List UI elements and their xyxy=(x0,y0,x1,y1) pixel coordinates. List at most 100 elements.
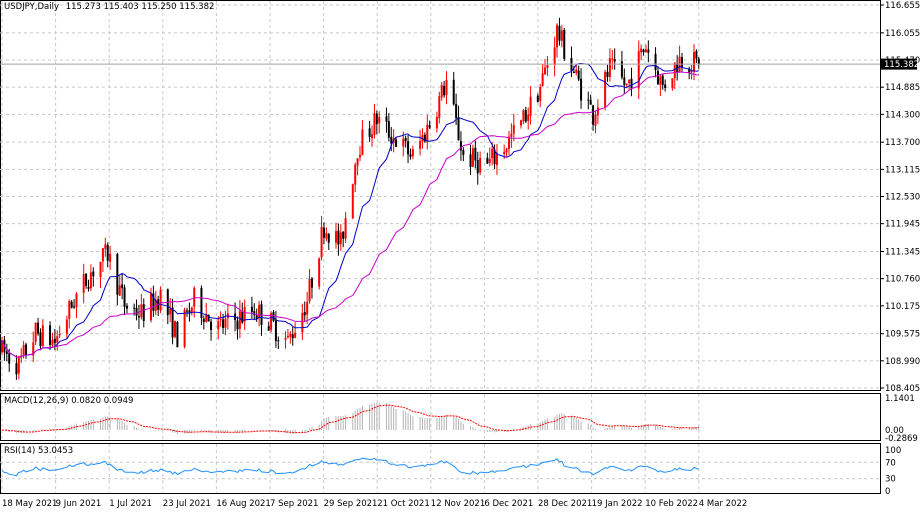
candle-body xyxy=(435,117,438,129)
candle-body xyxy=(359,154,362,158)
candle-body xyxy=(351,184,354,219)
candle-body xyxy=(49,325,52,346)
candle-body xyxy=(692,52,695,72)
date-tick-label: 28 Dec 2021 xyxy=(538,499,592,509)
candle-body xyxy=(409,154,412,157)
candle-body xyxy=(440,85,443,98)
candle-body xyxy=(176,322,179,348)
candle-body xyxy=(337,230,340,245)
candle-body xyxy=(656,70,659,85)
rsi-series xyxy=(0,457,880,480)
candle-body xyxy=(137,316,140,318)
candle-body xyxy=(116,254,119,295)
candle-body xyxy=(594,114,597,126)
price-tick-label: 113.700 xyxy=(885,138,920,148)
date-tick-label: 23 Jul 2021 xyxy=(163,499,211,509)
candle-body xyxy=(407,141,410,155)
candle-body xyxy=(438,96,441,119)
price-tick-label: 114.885 xyxy=(885,83,920,93)
price-tick-label: 114.300 xyxy=(885,110,920,120)
candle-body xyxy=(661,75,664,85)
candle-body xyxy=(109,254,112,262)
candle-body xyxy=(34,322,37,342)
macd-pane[interactable] xyxy=(0,393,881,441)
candle-body xyxy=(524,109,527,122)
candle-body xyxy=(250,306,253,313)
candle-body xyxy=(423,134,426,142)
candle-body xyxy=(637,51,640,89)
candle-body xyxy=(546,65,549,69)
candle-body xyxy=(411,149,414,157)
price-tick-label: 112.530 xyxy=(885,193,920,203)
candle-body xyxy=(267,326,270,331)
rsi-line xyxy=(1,457,699,477)
slow-ma-line xyxy=(1,71,699,358)
candle-body xyxy=(488,158,491,163)
price-tick-label: 116.055 xyxy=(885,29,920,39)
price-tick-label: 108.990 xyxy=(885,357,920,367)
price-tick-label: 110.175 xyxy=(885,302,920,312)
candle-body xyxy=(186,310,189,312)
candle-body xyxy=(476,159,479,174)
candle-body xyxy=(32,342,35,356)
candlestick-series xyxy=(1,17,700,380)
candle-body xyxy=(142,304,145,321)
candle-body xyxy=(527,114,530,121)
candle-body xyxy=(623,77,626,86)
candle-body xyxy=(58,333,61,336)
candle-body xyxy=(613,59,616,62)
date-tick-label: 6 Dec 2021 xyxy=(484,499,533,509)
candle-body xyxy=(368,128,371,137)
candle-body xyxy=(608,58,611,77)
candle-body xyxy=(529,96,532,116)
candle-body xyxy=(104,244,107,249)
candle-body xyxy=(39,332,42,347)
candle-body xyxy=(70,301,73,308)
candle-body xyxy=(642,49,645,53)
candle-body xyxy=(390,136,393,144)
date-tick-label: 12 Nov 2021 xyxy=(431,499,485,509)
candle-body xyxy=(53,338,56,343)
candle-body xyxy=(224,318,227,328)
candle-body xyxy=(385,116,388,122)
macd-series xyxy=(1,402,700,435)
candle-body xyxy=(20,355,23,357)
candle-body xyxy=(344,218,347,239)
candle-body xyxy=(628,79,631,84)
candle-body xyxy=(493,149,496,165)
candle-body xyxy=(664,84,667,89)
candle-body xyxy=(580,78,583,101)
candle-body xyxy=(419,140,422,149)
candle-body xyxy=(327,233,330,243)
candle-body xyxy=(426,124,429,142)
candle-body xyxy=(505,148,508,153)
candle-body xyxy=(68,300,71,319)
date-tick-label: 29 Sep 2021 xyxy=(324,499,378,509)
candle-body xyxy=(471,148,474,167)
candle-body xyxy=(25,344,28,356)
candle-body xyxy=(188,310,191,313)
current-price-label: 115.382 xyxy=(884,60,919,70)
candle-body xyxy=(65,319,68,334)
candle-body xyxy=(123,287,126,307)
rsi-tick-label: 30 xyxy=(885,475,896,485)
rsi-tick-label: 100 xyxy=(885,446,901,456)
macd-header: MACD(12,26,9) 0.0820 0.0949 xyxy=(4,396,134,406)
candle-body xyxy=(15,363,18,375)
candle-body xyxy=(695,51,698,59)
candle-body xyxy=(289,333,292,337)
candle-body xyxy=(452,79,455,105)
macd-signal-line xyxy=(1,404,699,434)
candle-body xyxy=(41,325,44,346)
price-pane[interactable] xyxy=(0,0,881,391)
candle-body xyxy=(620,61,623,78)
candle-body xyxy=(56,336,59,343)
candle-body xyxy=(17,357,20,374)
candle-body xyxy=(272,312,275,321)
candle-body xyxy=(507,136,510,150)
rsi-pane[interactable] xyxy=(0,443,881,494)
candle-body xyxy=(457,117,460,141)
candle-body xyxy=(455,104,458,119)
